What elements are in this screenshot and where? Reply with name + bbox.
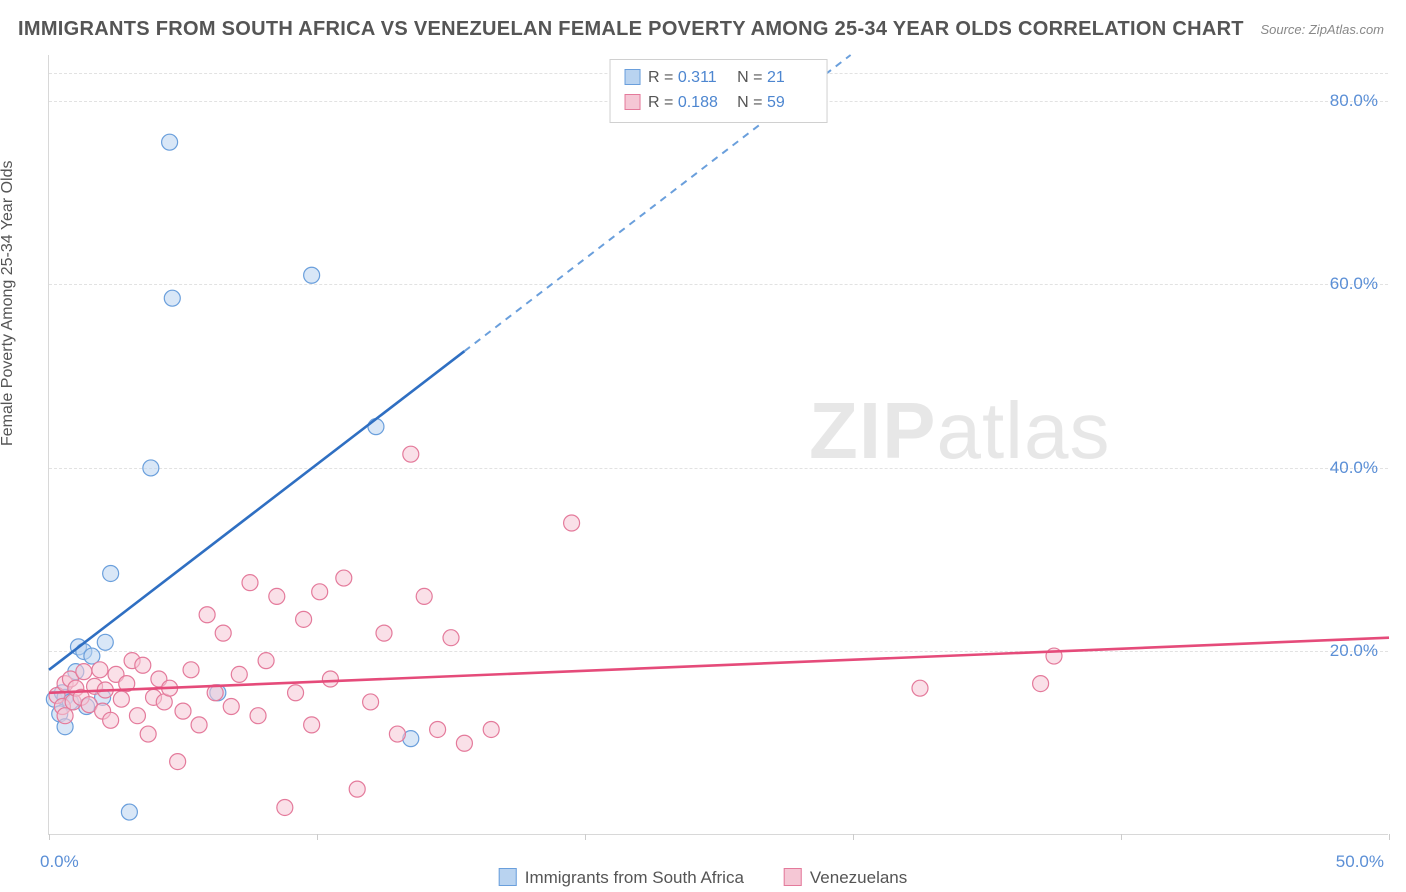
point-venezuelan — [103, 712, 119, 728]
x-tick — [1121, 834, 1122, 840]
point-venezuelan — [483, 721, 499, 737]
y-tick-label: 20.0% — [1330, 641, 1378, 661]
point-venezuelan — [242, 575, 258, 591]
stats-r-label: R = — [648, 94, 678, 111]
y-axis-label: Female Poverty Among 25-34 Year Olds — [0, 161, 17, 447]
trend-line-solid — [49, 351, 464, 670]
stats-n-label: N = — [737, 69, 767, 86]
stats-row: R = 0.311 N = 21 — [624, 66, 813, 91]
point-venezuelan — [1033, 676, 1049, 692]
point-venezuelan — [336, 570, 352, 586]
point-venezuelan — [296, 611, 312, 627]
stats-n-value: 21 — [767, 66, 813, 91]
stats-n-label: N = — [737, 94, 767, 111]
point-venezuelan — [199, 607, 215, 623]
point-venezuelan — [175, 703, 191, 719]
y-tick-label: 40.0% — [1330, 458, 1378, 478]
point-venezuelan — [183, 662, 199, 678]
point-venezuelan — [443, 630, 459, 646]
stats-r-value: 0.311 — [678, 66, 724, 91]
point-venezuelan — [231, 666, 247, 682]
x-tick — [317, 834, 318, 840]
point-venezuelan — [363, 694, 379, 710]
point-venezuelan — [269, 588, 285, 604]
source-label: Source: ZipAtlas.com — [1260, 22, 1384, 37]
point-venezuelan — [416, 588, 432, 604]
plot-area: ZIPatlas R = 0.311 N = 21R = 0.188 N = 5… — [48, 55, 1388, 835]
point-venezuelan — [564, 515, 580, 531]
point-south-africa — [103, 565, 119, 581]
chart-svg — [49, 55, 1388, 834]
point-venezuelan — [349, 781, 365, 797]
legend-item: Immigrants from South Africa — [499, 868, 744, 888]
trend-line-solid — [49, 638, 1389, 693]
stats-n-value: 59 — [767, 91, 813, 116]
point-south-africa — [97, 634, 113, 650]
point-venezuelan — [140, 726, 156, 742]
x-tick — [585, 834, 586, 840]
point-venezuelan — [135, 657, 151, 673]
point-venezuelan — [456, 735, 472, 751]
x-tick — [853, 834, 854, 840]
stats-r-value: 0.188 — [678, 91, 724, 116]
legend-label: Immigrants from South Africa — [525, 868, 744, 887]
point-venezuelan — [258, 653, 274, 669]
point-venezuelan — [376, 625, 392, 641]
point-venezuelan — [322, 671, 338, 687]
point-venezuelan — [250, 708, 266, 724]
y-tick-label: 60.0% — [1330, 274, 1378, 294]
y-tick-label: 80.0% — [1330, 91, 1378, 111]
point-south-africa — [143, 460, 159, 476]
legend-swatch — [784, 868, 802, 886]
stats-row: R = 0.188 N = 59 — [624, 91, 813, 116]
legend-swatch — [624, 94, 640, 110]
point-venezuelan — [389, 726, 405, 742]
stats-box: R = 0.311 N = 21R = 0.188 N = 59 — [609, 59, 828, 123]
x-min-label: 0.0% — [40, 852, 79, 872]
point-venezuelan — [76, 664, 92, 680]
point-venezuelan — [430, 721, 446, 737]
x-max-label: 50.0% — [1336, 852, 1384, 872]
x-tick — [1389, 834, 1390, 840]
point-venezuelan — [912, 680, 928, 696]
point-venezuelan — [113, 691, 129, 707]
point-venezuelan — [191, 717, 207, 733]
point-venezuelan — [92, 662, 108, 678]
point-south-africa — [164, 290, 180, 306]
point-south-africa — [368, 419, 384, 435]
point-south-africa — [121, 804, 137, 820]
stats-r-label: R = — [648, 69, 678, 86]
point-south-africa — [304, 267, 320, 283]
point-venezuelan — [129, 708, 145, 724]
point-venezuelan — [223, 699, 239, 715]
legend-swatch — [499, 868, 517, 886]
legend-swatch — [624, 69, 640, 85]
chart-title: IMMIGRANTS FROM SOUTH AFRICA VS VENEZUEL… — [18, 18, 1244, 41]
point-venezuelan — [403, 446, 419, 462]
legend-item: Venezuelans — [784, 868, 907, 888]
point-venezuelan — [170, 754, 186, 770]
x-tick — [49, 834, 50, 840]
legend-label: Venezuelans — [810, 868, 907, 887]
point-venezuelan — [277, 799, 293, 815]
point-venezuelan — [288, 685, 304, 701]
point-venezuelan — [304, 717, 320, 733]
point-venezuelan — [215, 625, 231, 641]
point-south-africa — [162, 134, 178, 150]
bottom-legend: Immigrants from South Africa Venezuelans — [499, 868, 908, 888]
point-venezuelan — [312, 584, 328, 600]
